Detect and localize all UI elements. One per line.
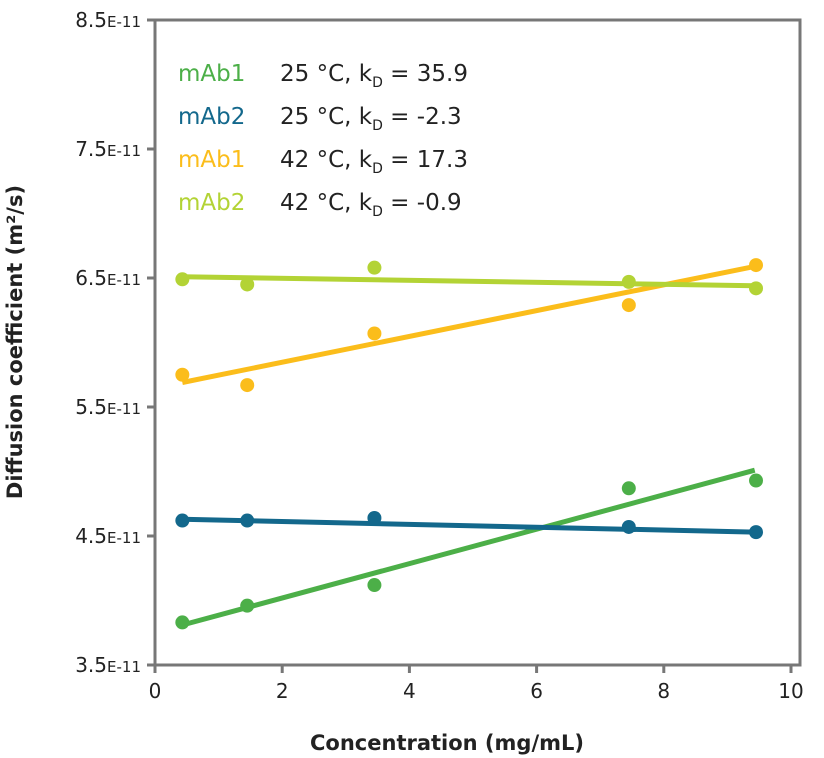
x-tick-label: 0 xyxy=(149,679,162,703)
y-tick-label: 3.5E-11 xyxy=(75,653,141,677)
y-tick-label: 7.5E-11 xyxy=(75,137,141,161)
data-point xyxy=(749,525,764,540)
y-axis-label: Diffusion coefficient (m²/s) xyxy=(3,185,27,499)
data-point xyxy=(175,272,190,287)
legend-series-name: mAb2 xyxy=(178,190,245,216)
data-point xyxy=(367,510,382,525)
fit-line xyxy=(181,467,756,628)
data-point xyxy=(240,277,255,292)
x-tick-label: 4 xyxy=(403,679,416,703)
data-point xyxy=(240,378,255,393)
data-point xyxy=(240,598,255,613)
fit-line xyxy=(182,274,755,289)
data-point xyxy=(175,367,190,382)
data-point xyxy=(240,513,255,528)
series-mab2-1 xyxy=(175,510,764,540)
data-point xyxy=(367,326,382,341)
x-tick-label: 10 xyxy=(778,679,803,703)
data-point xyxy=(175,513,190,528)
fit-line xyxy=(182,516,755,535)
data-point xyxy=(367,578,382,593)
plot-frame xyxy=(153,18,802,667)
x-tick-label: 6 xyxy=(530,679,543,703)
legend-series-label: 25 °C, kD = 35.9 xyxy=(280,61,468,91)
data-point xyxy=(749,473,764,488)
axes: 0 2 4 6 8 10 3.5E-11 4.5E-11 5.5E-11 6.5E-11 7.5E-… xyxy=(75,8,804,703)
data-point xyxy=(749,258,764,273)
data-point xyxy=(175,615,190,630)
data-point xyxy=(621,298,636,313)
data-point xyxy=(621,519,636,534)
y-tick-label: 6.5E-11 xyxy=(75,266,141,290)
legend-series-label: 42 °C, kD = 17.3 xyxy=(280,147,468,177)
legend-series-label: 42 °C, kD = -0.9 xyxy=(280,190,462,220)
legend-series-name: mAb1 xyxy=(178,147,245,173)
x-tick-label: 8 xyxy=(657,679,670,703)
data-point xyxy=(621,274,636,289)
data-point xyxy=(749,281,764,296)
y-tick-label: 5.5E-11 xyxy=(75,395,141,419)
x-tick-label: 2 xyxy=(276,679,289,703)
data-point xyxy=(621,481,636,496)
series-mab2-3 xyxy=(175,260,764,296)
series-mab1-0 xyxy=(175,467,764,630)
legend-series-label: 25 °C, kD = -2.3 xyxy=(280,104,462,134)
x-axis-label: Concentration (mg/mL) xyxy=(310,731,584,755)
marks xyxy=(175,258,764,630)
y-tick-label: 4.5E-11 xyxy=(75,524,141,548)
data-point xyxy=(367,260,382,275)
legend-series-name: mAb1 xyxy=(178,61,245,87)
legend-series-name: mAb2 xyxy=(178,104,245,130)
legend: mAb1 25 °C, kD = 35.9 mAb2 25 °C, kD = -2.3… xyxy=(178,61,468,220)
y-tick-label: 8.5E-11 xyxy=(75,8,141,32)
